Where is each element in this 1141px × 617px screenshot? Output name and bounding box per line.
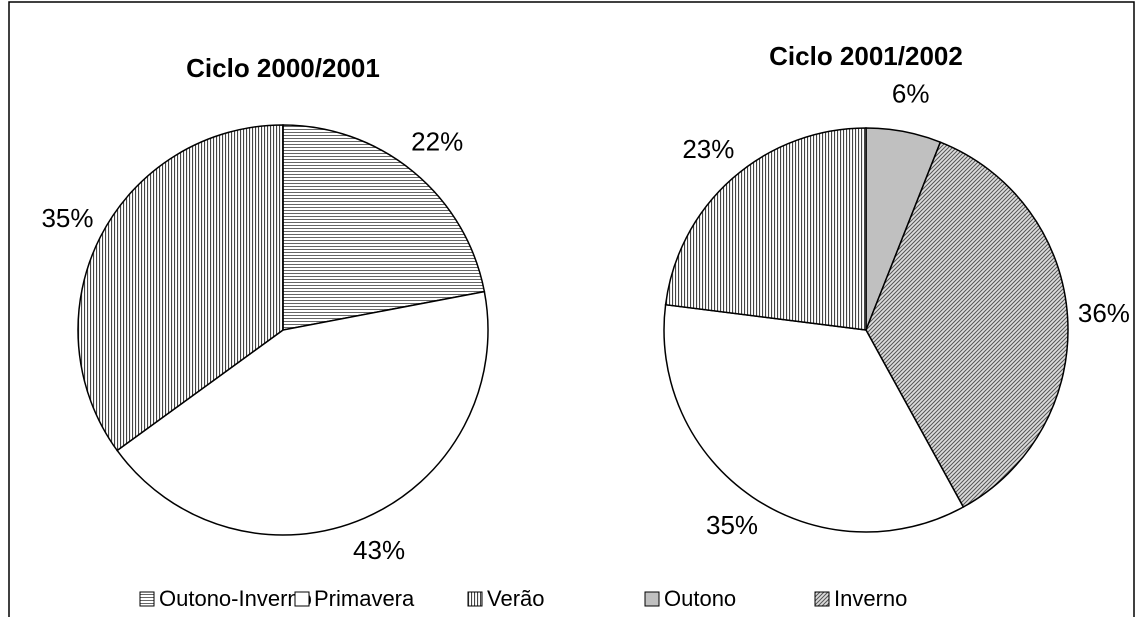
legend-label: Inverno xyxy=(834,586,907,611)
pie-slice xyxy=(116,290,489,536)
legend-label: Primavera xyxy=(314,586,415,611)
pie-slice xyxy=(663,303,965,533)
pie-slice xyxy=(664,127,867,331)
data-label: 36% xyxy=(1078,298,1130,328)
data-label: 43% xyxy=(353,535,405,565)
pie-slice xyxy=(282,124,486,331)
legend-swatch xyxy=(467,591,483,607)
data-label: 35% xyxy=(41,203,93,233)
legend-label: Verão xyxy=(487,586,545,611)
chart-title: Ciclo 2001/2002 xyxy=(769,41,963,71)
data-label: 6% xyxy=(892,79,930,109)
legend-label: Outono xyxy=(664,586,736,611)
frame xyxy=(8,1,1135,617)
data-label: 22% xyxy=(411,126,463,156)
data-label: 35% xyxy=(706,510,758,540)
legend-swatch xyxy=(814,591,830,607)
pie-slice xyxy=(77,124,284,452)
data-label: 23% xyxy=(682,134,734,164)
legend-swatch xyxy=(294,591,310,607)
chart-title: Ciclo 2000/2001 xyxy=(186,53,380,83)
pie-slice xyxy=(865,141,1069,509)
legend-swatch xyxy=(139,591,155,607)
legend-label: Outono-Inverno xyxy=(159,586,312,611)
legend-swatch xyxy=(644,591,660,607)
